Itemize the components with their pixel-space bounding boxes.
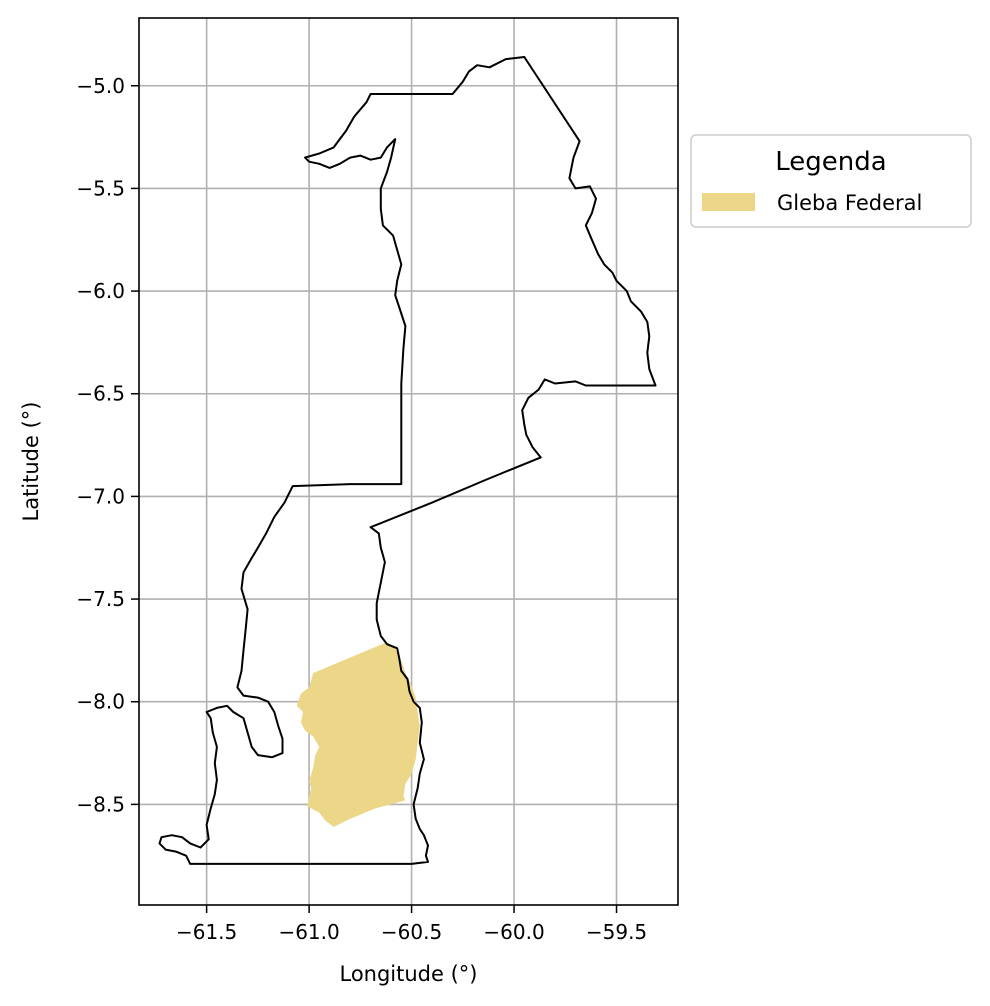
y-tick-label: −5.0: [76, 74, 125, 98]
legend-box: [690, 134, 972, 228]
legend-swatch-gleba-federal: [702, 193, 755, 211]
x-tick-label: −59.5: [586, 920, 647, 944]
y-axis-ticks: −5.0 −5.5 −6.0 −6.5 −7.0 −7.5 −8.0 −8.5: [76, 74, 139, 816]
x-tick-label: −61.5: [176, 920, 237, 944]
gleba-federal-polygon: [296, 642, 420, 827]
x-tick-label: −60.5: [381, 920, 442, 944]
y-tick-label: −6.0: [76, 279, 125, 303]
y-tick-label: −7.0: [76, 484, 125, 508]
x-axis-label: Longitude (°): [339, 962, 477, 986]
gleba-federal-area-layer: [296, 642, 420, 827]
grid-lines: [139, 18, 678, 905]
y-tick-label: −6.5: [76, 382, 125, 406]
municipality-boundary: [158, 56, 657, 865]
y-tick-label: −8.0: [76, 690, 125, 714]
y-tick-label: −8.5: [76, 792, 125, 816]
y-tick-label: −5.5: [76, 176, 125, 200]
x-tick-label: −60.0: [483, 920, 544, 944]
legend-title: Legenda: [775, 147, 886, 177]
y-axis-label: Latitude (°): [19, 402, 43, 522]
x-axis-ticks: −61.5 −61.0 −60.5 −60.0 −59.5: [176, 905, 647, 944]
legend-entry-gleba-federal: Gleba Federal: [777, 191, 922, 215]
plot-frame: [138, 17, 679, 906]
x-tick-label: −61.0: [278, 920, 339, 944]
boundary-layer: [158, 56, 657, 865]
legend: Legenda Gleba Federal: [690, 134, 972, 228]
y-tick-label: −7.5: [76, 587, 125, 611]
